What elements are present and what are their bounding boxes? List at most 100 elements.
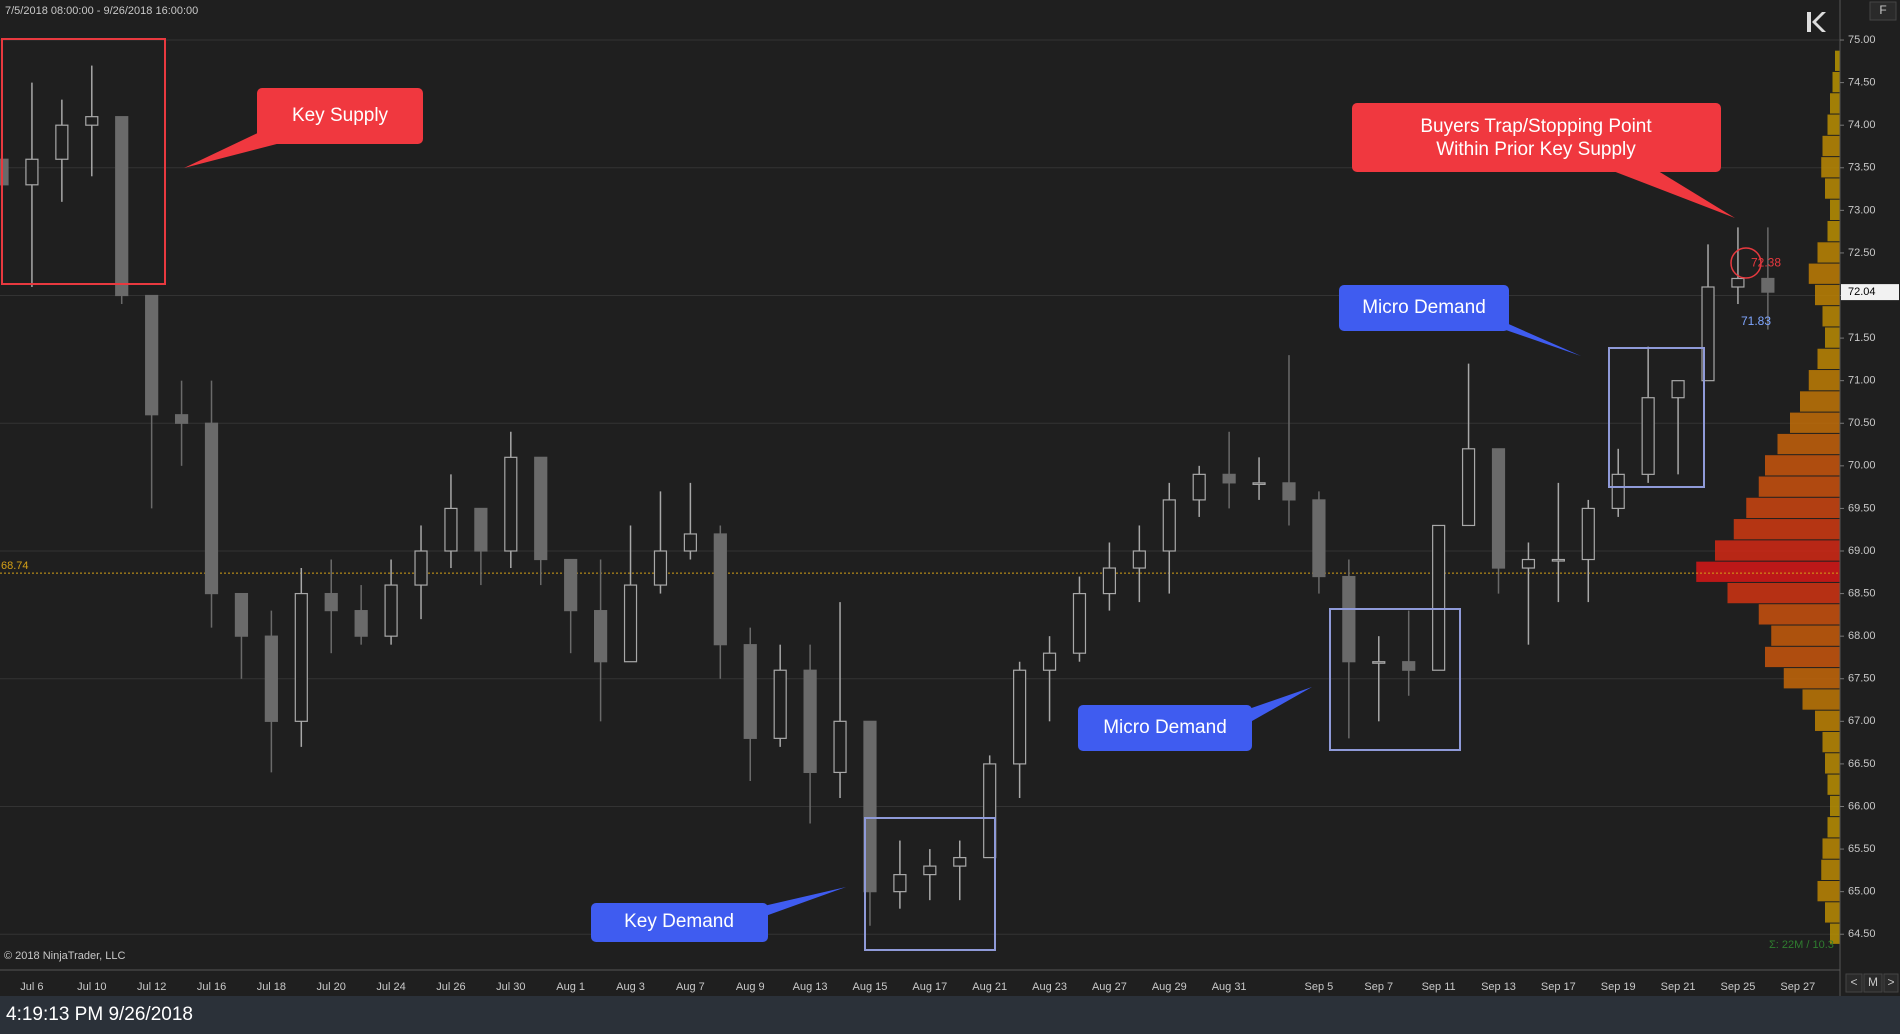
candle-body: [204, 422, 219, 595]
candle-body: [923, 865, 937, 876]
candle-body: [174, 414, 189, 424]
volume-profile-bar: [1830, 795, 1840, 817]
candle-body: [1491, 448, 1506, 569]
candle-body: [384, 584, 398, 637]
high-label: 72.38: [1751, 255, 1781, 269]
volume-profile-bar: [1727, 582, 1840, 604]
volume-profile-bar: [1825, 178, 1840, 199]
candle-body: [1282, 482, 1296, 501]
volume-profile-bar: [1765, 646, 1840, 668]
volume-profile-bar: [1715, 540, 1840, 561]
x-tick-label: Jul 18: [257, 981, 286, 993]
x-tick-label: Sep 27: [1780, 981, 1815, 993]
callout-box: [1352, 103, 1721, 172]
candle-body: [1042, 652, 1057, 671]
callout-text: Micro Demand: [1362, 297, 1486, 318]
volume-profile-bar: [1808, 370, 1840, 391]
callout-box: [591, 903, 768, 942]
candle-body: [1671, 380, 1685, 399]
last-price-tag: [1841, 284, 1899, 301]
candle-body: [534, 456, 548, 561]
candle-body: [983, 763, 997, 859]
f-button[interactable]: [1869, 1, 1897, 21]
y-tick-label: 68.00: [1848, 630, 1876, 642]
candle-body: [444, 507, 458, 552]
nav-prev-label[interactable]: <: [1850, 975, 1857, 989]
candle-body: [115, 116, 129, 297]
candle-body: [1102, 567, 1117, 595]
volume-profile-bar: [1746, 497, 1840, 519]
candle-body: [593, 610, 608, 663]
nav-next-label[interactable]: >: [1887, 975, 1894, 989]
nav-prev[interactable]: [1845, 973, 1863, 993]
candle-body: [773, 669, 787, 739]
supply-zone: [1, 38, 166, 285]
volume-profile-bar: [1758, 476, 1840, 497]
volume-profile-bar: [1832, 71, 1840, 93]
y-tick-label: 67.00: [1848, 715, 1876, 727]
volume-profile-bar: [1765, 455, 1840, 476]
x-tick-label: Aug 9: [736, 981, 765, 993]
y-tick-label: 71.50: [1848, 332, 1876, 344]
callout-pointer: [1600, 166, 1735, 218]
y-tick-label: 67.50: [1848, 673, 1876, 685]
logo: [1807, 12, 1826, 32]
volume-profile-bar: [1827, 220, 1840, 242]
volume-profile-bar: [1830, 923, 1840, 944]
callout: Key Supply: [184, 88, 423, 168]
candle-body: [1162, 499, 1176, 552]
volume-profile-bar: [1815, 710, 1840, 731]
volume-profile-bar: [1821, 157, 1840, 178]
y-tick-label: 72.50: [1848, 247, 1876, 259]
copyright: © 2018 NinjaTrader, LLC: [4, 950, 125, 962]
callout-text: Micro Demand: [1103, 717, 1227, 738]
candle-body: [803, 669, 817, 774]
candle-body: [564, 558, 578, 612]
volume-profile-bar: [1817, 881, 1840, 902]
y-tick-label: 75.00: [1848, 34, 1876, 46]
candle-body: [623, 584, 638, 663]
last-price-label: 72.04: [1848, 286, 1876, 298]
volume-summary: Σ: 22M / 10.3: [1769, 939, 1834, 951]
candle-body: [324, 592, 338, 612]
callout: Micro Demand: [1078, 687, 1312, 751]
callout-box: [257, 88, 423, 144]
candle-body: [25, 158, 39, 186]
callout-text: Key Demand: [624, 911, 734, 932]
volume-profile-bar: [1777, 433, 1840, 455]
volume-profile-bar: [1830, 93, 1840, 114]
y-tick-label: 66.50: [1848, 758, 1876, 770]
candle-body: [1013, 669, 1027, 765]
y-tick-label: 74.00: [1848, 119, 1876, 131]
nav-next[interactable]: [1883, 973, 1899, 993]
candle-body: [1761, 277, 1775, 293]
volume-profile-bar: [1783, 668, 1840, 689]
candle-body: [1192, 473, 1206, 501]
nav-mode[interactable]: [1863, 973, 1883, 993]
nav-buttons: < M >: [1845, 973, 1899, 993]
volume-profile-bar: [1802, 689, 1840, 710]
callout-box: [1078, 705, 1252, 751]
candle-body: [414, 550, 428, 586]
callout: Buyers Trap/Stopping Point Within Prior …: [1352, 103, 1735, 218]
f-button-label[interactable]: F: [1879, 3, 1886, 17]
nav-mode-label[interactable]: M: [1868, 975, 1878, 989]
x-tick-label: Sep 25: [1721, 981, 1756, 993]
volume-profile-bar: [1758, 604, 1840, 625]
axis-layer: Jul 6 Jul 10 Jul 12 Jul 16 Jul 18 Jul 20 Jul 2…: [20, 34, 1899, 993]
y-tick-label: 68.50: [1848, 587, 1876, 599]
volume-profile-bar: [1771, 625, 1840, 646]
candle-body: [504, 456, 518, 552]
candle-body: [1342, 575, 1356, 663]
volume-profile-bar: [1827, 774, 1840, 795]
y-tick-label: 69.50: [1848, 502, 1876, 514]
candle-body: [653, 550, 668, 586]
demand-zone: [1329, 608, 1461, 751]
candle-body: [1312, 499, 1326, 578]
candle-body: [264, 635, 278, 722]
volume-profile-bar: [1822, 731, 1840, 753]
y-tick-label: 74.50: [1848, 77, 1876, 89]
x-tick-label: Sep 21: [1661, 981, 1696, 993]
chart: 68.74 7/5/2018 08:00:00 - 9/26/2018 16:0…: [0, 0, 1900, 996]
y-tick-label: 70.50: [1848, 417, 1876, 429]
